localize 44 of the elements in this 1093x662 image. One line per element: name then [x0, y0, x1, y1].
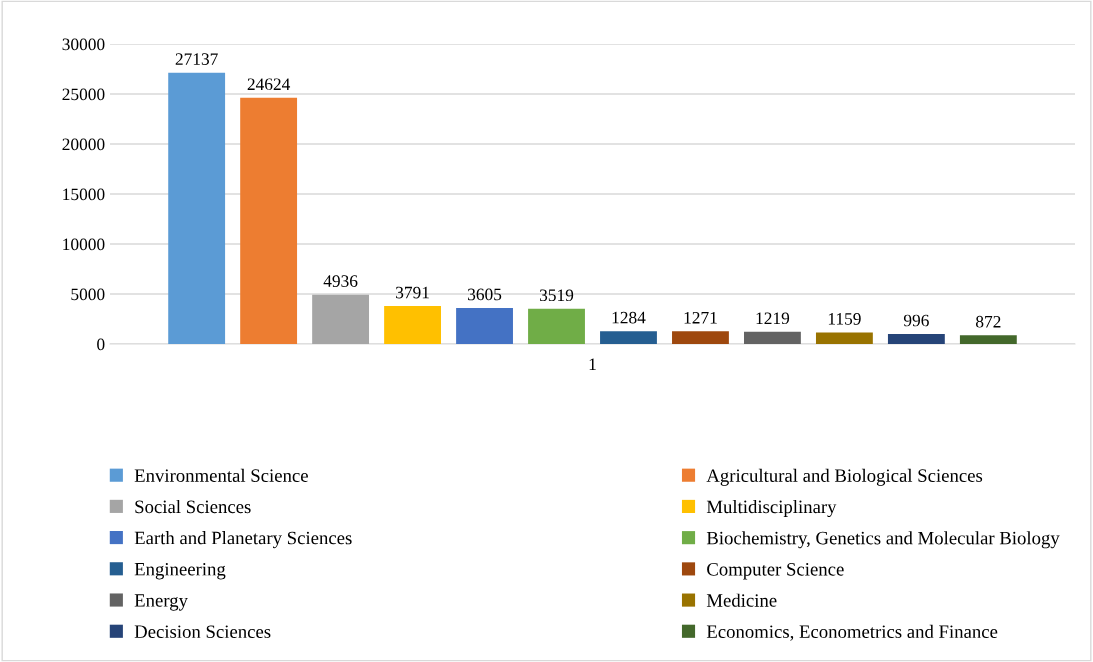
- data-label: 3519: [539, 289, 574, 302]
- data-label: 3791: [396, 286, 429, 299]
- y-tick-label: 0: [97, 338, 105, 351]
- y-tick-label: 30000: [62, 38, 105, 51]
- y-tick-label: 10000: [63, 238, 105, 251]
- legend-label: Energy: [134, 594, 188, 611]
- bar: [959, 335, 1017, 344]
- y-tick-label: 5000: [71, 288, 105, 301]
- bar: [240, 97, 298, 344]
- bar: [887, 334, 945, 344]
- legend-label: Earth and Planetary Sciences: [134, 531, 352, 549]
- bar: [600, 331, 657, 344]
- legend-label: Agricultural and Biological Sciences: [706, 468, 983, 486]
- data-label: 1271: [684, 311, 717, 324]
- data-label: 872: [975, 315, 1001, 328]
- data-label: 1219: [756, 312, 790, 325]
- data-label: 24624: [247, 78, 291, 91]
- bar: [384, 306, 441, 344]
- legend-label: Social Sciences: [135, 499, 251, 514]
- data-label: 3605: [468, 288, 502, 301]
- data-label: 1159: [828, 313, 861, 325]
- bar: [815, 332, 873, 344]
- legend-label: Decision Sciences: [134, 625, 271, 639]
- bar: [456, 307, 513, 344]
- bar: [528, 308, 585, 344]
- bar: [312, 294, 370, 344]
- x-tick-label: 1: [589, 358, 596, 370]
- y-tick-label: 15000: [63, 188, 105, 201]
- data-label: 996: [903, 314, 929, 327]
- legend-label: Economics, Econometrics and Finance: [706, 624, 998, 641]
- legend-label: Biochemistry, Genetics and Molecular Biology: [706, 531, 1060, 549]
- legend-label: Multidisciplinary: [706, 499, 837, 518]
- bar: [672, 331, 729, 344]
- legend-label: Engineering: [134, 562, 226, 580]
- data-label: 27137: [175, 53, 218, 65]
- bar: [744, 331, 801, 344]
- data-label: 1284: [612, 311, 646, 324]
- data-label: 4936: [323, 275, 358, 287]
- legend-label: Environmental Science: [134, 468, 308, 482]
- bar: [168, 72, 226, 344]
- legend-label: Computer Science: [707, 563, 844, 580]
- legend-label: Medicine: [706, 593, 777, 607]
- y-tick-label: 25000: [62, 88, 105, 101]
- y-tick-label: 20000: [62, 138, 105, 151]
